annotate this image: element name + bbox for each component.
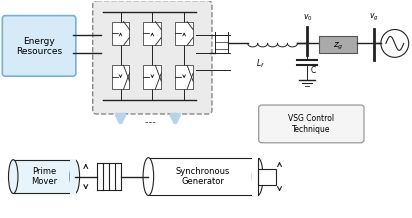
- Bar: [70, 159, 76, 194]
- Circle shape: [381, 29, 409, 57]
- Text: Prime
Mover: Prime Mover: [31, 167, 57, 186]
- Text: $L_f$: $L_f$: [256, 57, 265, 70]
- Text: $v_0$: $v_0$: [302, 12, 312, 22]
- Text: $v_g$: $v_g$: [369, 12, 379, 22]
- FancyBboxPatch shape: [259, 105, 364, 143]
- Bar: [13, 160, 75, 193]
- Ellipse shape: [9, 160, 18, 193]
- Bar: [175, 65, 193, 89]
- Bar: [253, 157, 259, 196]
- Bar: [112, 22, 129, 45]
- Text: C: C: [310, 66, 316, 75]
- Ellipse shape: [70, 160, 80, 193]
- Bar: [319, 36, 357, 53]
- Text: Energy
Resources: Energy Resources: [16, 37, 62, 56]
- FancyBboxPatch shape: [2, 16, 76, 76]
- Bar: [258, 169, 276, 184]
- Ellipse shape: [143, 158, 154, 196]
- Text: VSG Control
Technique: VSG Control Technique: [288, 114, 335, 134]
- FancyBboxPatch shape: [93, 1, 212, 114]
- Bar: [175, 22, 193, 45]
- Text: Synchronous
Generator: Synchronous Generator: [176, 167, 230, 186]
- Ellipse shape: [253, 158, 263, 196]
- Text: $z_g$: $z_g$: [333, 41, 344, 53]
- Bar: [143, 65, 161, 89]
- Bar: [143, 22, 161, 45]
- Bar: [112, 65, 129, 89]
- Bar: [148, 158, 258, 196]
